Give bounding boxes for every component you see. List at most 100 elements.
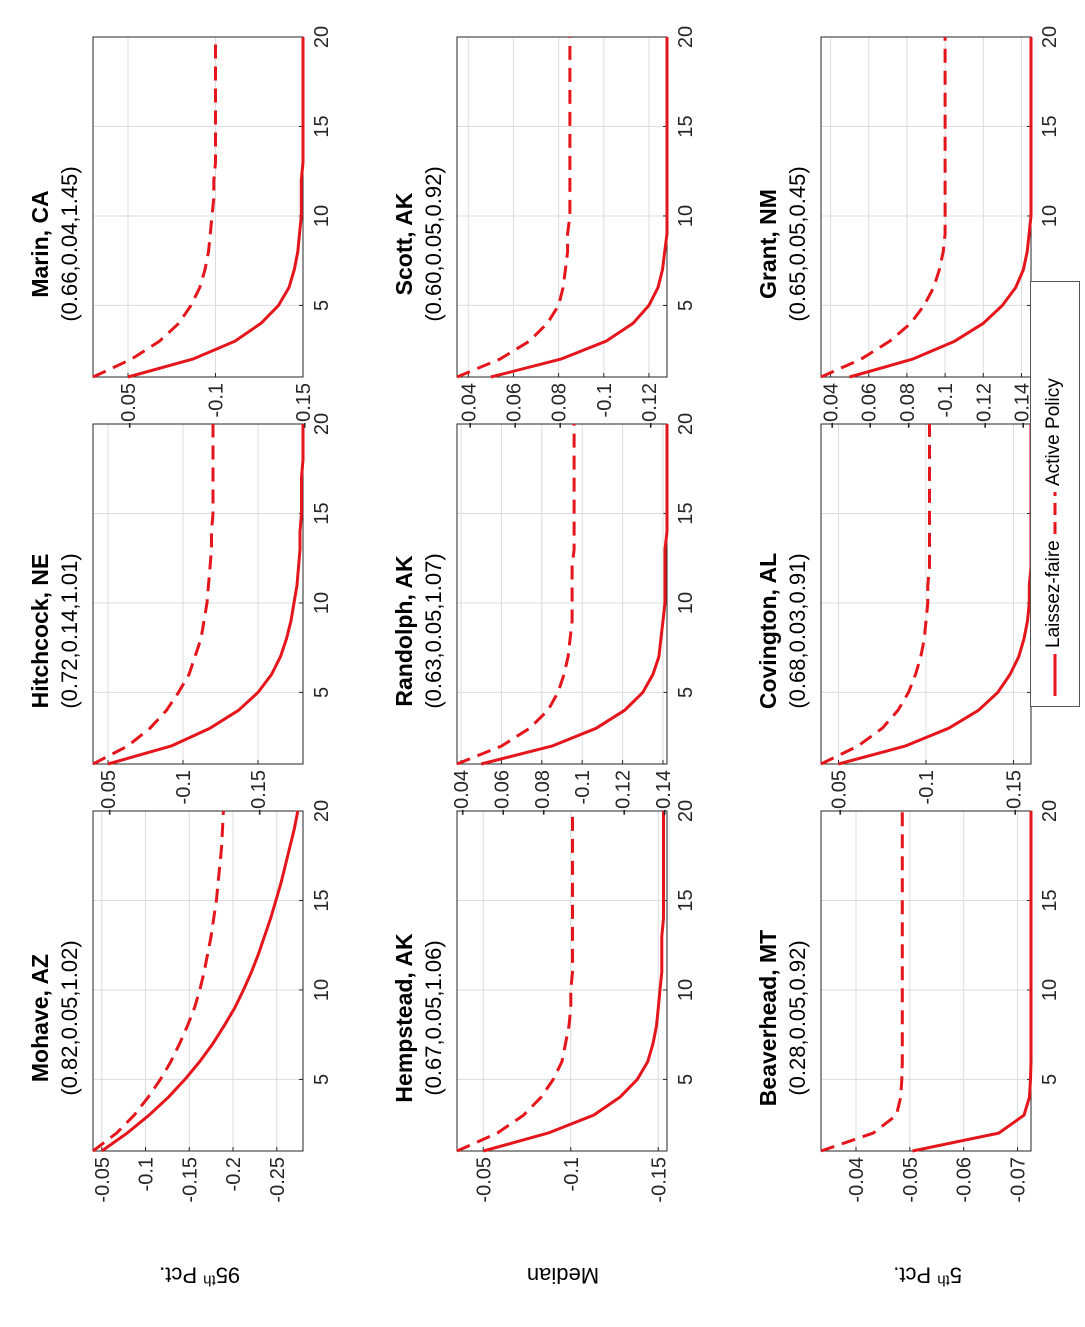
active-policy-line [820, 37, 947, 379]
active-policy-line [456, 811, 574, 1153]
laissez-faire-line [100, 810, 300, 1153]
legend-swatches [1053, 492, 1057, 696]
plot-svg: 5 10 15 20 -0.04 -0.06 -0.08 -0.1 -0.12 -0.14 [451, 413, 697, 816]
axes-frame [92, 810, 304, 1152]
y-tick-label: -0.12 [613, 770, 635, 816]
chart-panel: 5 10 15 20 -0.04 -0.05 -0.06 -0.07 Beaverhead, M… [733, 800, 1068, 1231]
x-tick-label: 5 [311, 1074, 333, 1085]
legend-solid-label: Laissez-faire [1043, 540, 1064, 648]
row-label-bottom-base: 5 [949, 1262, 963, 1288]
legend-dashed-label: Active Policy [1043, 378, 1064, 486]
x-tick-label: 10 [311, 592, 333, 614]
y-tick-label: -0.04 [451, 770, 473, 816]
y-tick-label: -0.14 [1011, 383, 1033, 429]
y-tick-label: -0.12 [973, 383, 995, 429]
laissez-faire-line [480, 424, 669, 766]
chart-panel: 5 10 15 20 -0.05 -0.1 -0.15 Hempstead, AK (0.67,… [369, 800, 704, 1231]
y-tick-label: -0.15 [248, 770, 270, 816]
y-tick-label: -0.06 [491, 770, 513, 816]
chart-panel: 5 10 15 20 -0.05 -0.1 -0.15 Marin, CA (0.66,0.04… [5, 26, 340, 457]
x-tick-label: 15 [675, 889, 697, 911]
laissez-faire-line [849, 37, 1033, 379]
y-tick-label: -0.15 [648, 1157, 670, 1203]
y-tick-label: -0.06 [859, 383, 881, 429]
x-tick-label: 5 [311, 300, 333, 311]
row-label-middle: Median [526, 1263, 600, 1288]
chart-title: Hempstead, AK [391, 933, 417, 1103]
x-tick-label: 5 [675, 687, 697, 698]
y-tick-label: -0.25 [267, 1157, 289, 1203]
chart-title: Hitchcock, NE [27, 553, 53, 709]
chart-title: Scott, AK [391, 192, 417, 296]
chart-title: Mohave, AZ [27, 953, 53, 1083]
active-policy-line [820, 424, 931, 766]
x-tick-label: 10 [311, 979, 333, 1001]
x-tick-label: 15 [311, 889, 333, 911]
y-tick-label: -0.14 [653, 770, 675, 816]
y-tick-label: -0.07 [1008, 1157, 1030, 1203]
y-tick-label: -0.08 [532, 770, 554, 816]
row-label-bottom-tail: Pct. [893, 1262, 938, 1288]
chart-panel: 5 10 15 20 -0.05 -0.1 -0.15 -0.2 -0.25 Mohave, AZ… [5, 800, 340, 1231]
plot-area [93, 37, 303, 377]
row-label-bottom: 5th Pct. [858, 1261, 998, 1288]
x-tick-label: 10 [311, 205, 333, 227]
x-tick-label: 5 [1039, 1074, 1061, 1085]
axes-frame [456, 810, 668, 1152]
axes-frame [92, 36, 304, 378]
x-tick-label: 20 [1039, 800, 1061, 822]
y-tick-label: -0.1 [572, 770, 594, 804]
laissez-faire-line [912, 811, 1033, 1153]
chart-subtitle: (0.63,0.05,1.07) [421, 553, 446, 709]
chart-title: Marin, CA [27, 190, 53, 298]
y-tick-label: -0.12 [639, 383, 661, 429]
laissez-faire-line [127, 37, 305, 379]
y-tick-label: -0.04 [846, 1157, 868, 1203]
x-tick-label: 10 [1039, 205, 1061, 227]
x-tick-label: 15 [1039, 115, 1061, 137]
active-policy-line [456, 424, 576, 766]
x-tick-label: 20 [675, 413, 697, 435]
chart-subtitle: (0.67,0.05,1.06) [421, 940, 446, 1096]
chart-subtitle: (0.60,0.05,0.92) [421, 166, 446, 322]
y-tick-label: -0.1 [206, 383, 228, 417]
x-tick-label: 20 [675, 26, 697, 48]
laissez-faire-line [107, 424, 305, 766]
chart-title: Grant, NM [755, 189, 781, 299]
chart-subtitle: (0.66,0.04,1.45) [57, 166, 82, 322]
plot-svg: 5 10 15 20 -0.04 -0.06 -0.08 -0.1 -0.12 [456, 26, 697, 429]
x-tick-label: 20 [1039, 26, 1061, 48]
x-tick-label: 5 [311, 687, 333, 698]
active-policy-line [92, 424, 215, 766]
plot-area [93, 424, 303, 764]
y-tick-label: -0.15 [293, 383, 315, 429]
legend: Laissez-faire Active Policy [1030, 281, 1080, 707]
y-tick-label: -0.08 [549, 383, 571, 429]
row-label-top-sup: th [203, 1271, 216, 1289]
chart-subtitle: (0.68,0.03,0.91) [785, 553, 810, 709]
active-policy-line [92, 810, 225, 1153]
y-tick-label: -0.1 [561, 1157, 583, 1191]
x-tick-label: 5 [675, 300, 697, 311]
x-tick-label: 5 [675, 1074, 697, 1085]
plot-area [821, 37, 1031, 377]
chart-subtitle: (0.65,0.05,0.45) [785, 166, 810, 322]
x-tick-label: 15 [675, 502, 697, 524]
row-label-bottom-sup: th [937, 1271, 950, 1289]
x-tick-label: 20 [311, 26, 333, 48]
chart-subtitle: (0.72,0.14,1.01) [57, 553, 82, 709]
chart-panel: 5 10 15 20 -0.04 -0.06 -0.08 -0.1 -0.12 -0.14 Rand… [369, 413, 704, 844]
chart-subtitle: (0.82,0.05,1.02) [57, 940, 82, 1096]
y-tick-label: -0.05 [92, 1157, 114, 1203]
x-tick-label: 15 [675, 115, 697, 137]
chart-title: Randolph, AK [391, 555, 417, 707]
x-tick-label: 10 [1039, 979, 1061, 1001]
plot-area [821, 811, 1031, 1151]
x-tick-label: 10 [675, 205, 697, 227]
chart-title: Beaverhead, MT [755, 929, 781, 1107]
